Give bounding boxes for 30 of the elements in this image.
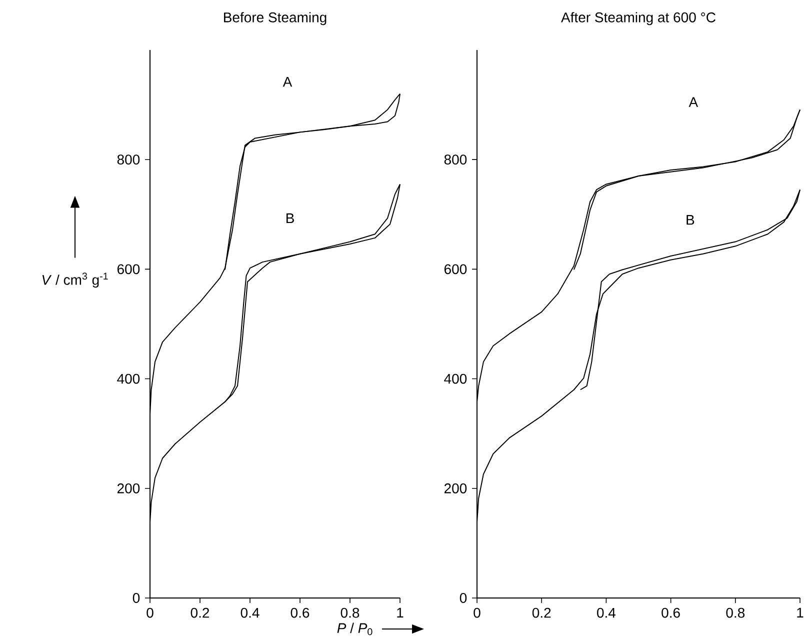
y-tick-label: 600 bbox=[444, 264, 467, 274]
y-tick-label: 800 bbox=[444, 154, 467, 165]
x-tick-label: 0.6 bbox=[662, 608, 680, 618]
x-tick-label: 1 bbox=[397, 608, 404, 618]
y-tick-label: 400 bbox=[117, 374, 140, 384]
x-tick-label: 0.6 bbox=[290, 608, 310, 618]
x-axis-title: P / P$_{0}$ bbox=[337, 622, 372, 636]
x-tick-label: 0.4 bbox=[240, 608, 260, 618]
x-tick-label: 0.8 bbox=[726, 608, 745, 618]
y-tick-label: 400 bbox=[444, 374, 467, 384]
chart-title: After Steaming at 600 °C bbox=[561, 12, 716, 26]
x-tick-label: 0.2 bbox=[190, 608, 210, 618]
x-tick-label: 0 bbox=[146, 608, 154, 618]
y-tick-label: 0 bbox=[460, 593, 467, 603]
x-tick-label: 0.8 bbox=[340, 608, 360, 618]
x-tick-label: 1 bbox=[797, 608, 804, 618]
y-tick-label: 200 bbox=[444, 483, 467, 494]
x-tick-label: 0.4 bbox=[597, 608, 616, 618]
annotation: B bbox=[286, 213, 294, 224]
y-tick-label: 0 bbox=[132, 593, 140, 603]
y-tick-label: 200 bbox=[117, 483, 140, 494]
y-tick-label: 600 bbox=[117, 264, 140, 274]
y-axis-title: V / cm$^{3}$ g$^{-1}$ bbox=[42, 272, 108, 288]
annotation: B bbox=[686, 215, 694, 225]
y-tick-label: 800 bbox=[117, 154, 140, 165]
x-tick-label: 0 bbox=[474, 608, 480, 618]
annotation: A bbox=[282, 76, 292, 87]
chart-title: Before Steaming bbox=[224, 12, 326, 26]
annotation: A bbox=[688, 97, 698, 107]
x-tick-label: 0.2 bbox=[532, 608, 551, 618]
